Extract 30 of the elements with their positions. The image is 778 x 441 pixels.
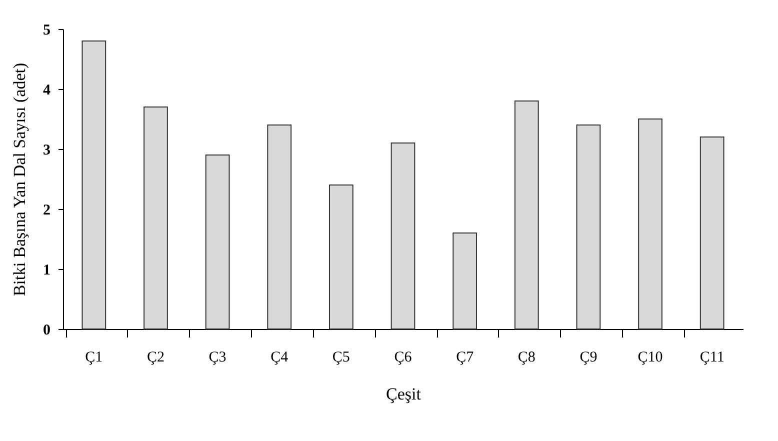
x-tick-label: Ç9 <box>580 350 598 366</box>
bar <box>700 136 724 330</box>
x-tick-label: Ç10 <box>638 350 663 366</box>
bar <box>576 124 601 330</box>
x-tick-label: Ç4 <box>270 350 289 366</box>
y-tick-label: 1 <box>43 262 50 278</box>
bar <box>329 184 354 330</box>
y-tick-label: 4 <box>43 82 51 98</box>
y-tick-label: 0 <box>43 322 50 338</box>
x-tick-label: Ç11 <box>700 350 724 366</box>
bar <box>205 154 230 330</box>
bar <box>390 142 416 330</box>
y-tick-label: 3 <box>43 142 50 158</box>
y-tick-label: 5 <box>43 22 50 38</box>
bar <box>452 232 477 330</box>
x-tick-label: Ç1 <box>85 350 103 366</box>
y-tick-label: 2 <box>43 202 50 218</box>
x-tick-label: Ç5 <box>332 350 350 366</box>
y-axis-title: Bitki Başına Yan Dal Sayısı (adet) <box>10 62 29 296</box>
x-tick-label: Ç6 <box>394 350 412 366</box>
bar <box>638 118 662 330</box>
bar <box>514 100 539 330</box>
x-tick-label: Ç2 <box>146 350 164 366</box>
x-tick-label: Ç8 <box>518 350 536 366</box>
bar <box>144 106 168 330</box>
x-axis-title: Çeşit <box>386 384 422 404</box>
x-tick-label: Ç7 <box>456 350 474 366</box>
bar <box>267 124 292 330</box>
bar <box>82 40 106 330</box>
x-tick-label: Ç3 <box>208 350 226 366</box>
